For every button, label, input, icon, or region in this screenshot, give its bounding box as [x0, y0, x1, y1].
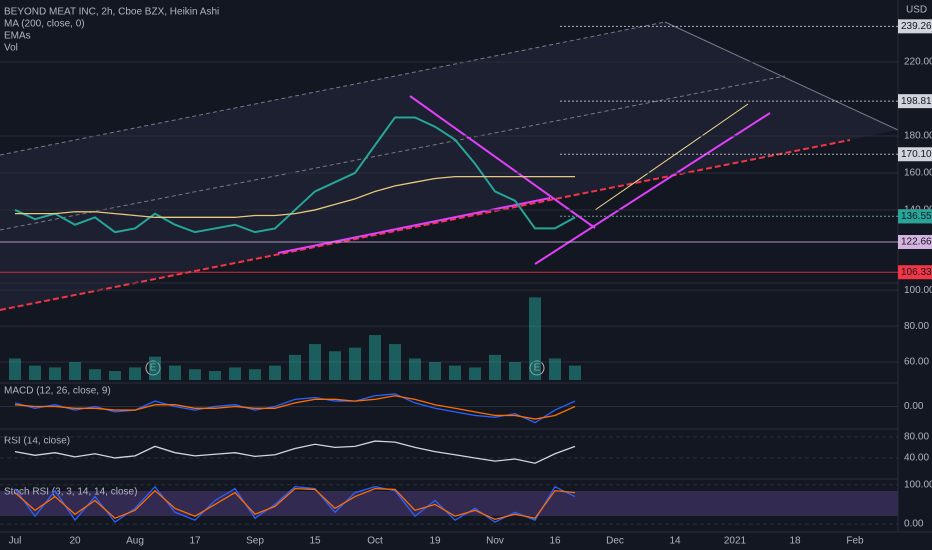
pane-title: RSI (14, close) [4, 436, 70, 447]
volume-bar [449, 365, 461, 380]
time-label: 17 [189, 536, 201, 547]
indicator: MA (200, close, 0) [4, 19, 85, 30]
currency: USD [906, 5, 927, 16]
volume-bar [349, 347, 361, 380]
series-line [15, 175, 575, 218]
indicator: EMAs [4, 31, 31, 42]
volume-bar [469, 367, 481, 380]
volume-bar [569, 365, 581, 380]
time-label: 15 [309, 536, 321, 547]
volume-bar [129, 367, 141, 380]
pane-title: MACD (12, 26, close, 9) [4, 386, 111, 397]
time-label: 19 [429, 536, 441, 547]
price-label-box [898, 209, 932, 224]
volume-bar [529, 297, 541, 380]
volume-bar [549, 358, 561, 380]
y-tick-label: 100.00 [904, 285, 932, 296]
channel-mid [0, 75, 786, 231]
volume-bar [309, 344, 321, 380]
volume-bar [49, 367, 61, 380]
volume-bar [149, 356, 161, 380]
y-tick-label: 40.00 [904, 453, 929, 464]
support-trend [0, 139, 851, 311]
volume-bar [429, 362, 441, 380]
volume-bar [209, 371, 221, 380]
wedge-high [409, 95, 596, 229]
volume-bar [269, 365, 281, 380]
y-tick-label: 80.00 [904, 431, 929, 442]
series-line [14, 116, 576, 234]
volume-bar [389, 344, 401, 380]
volume-bar [189, 369, 201, 380]
volume-bar [9, 358, 21, 380]
volume-bar [489, 354, 501, 380]
volume-bar [29, 365, 41, 380]
time-label: Oct [367, 536, 383, 547]
channel-top [0, 21, 666, 156]
target-arrow [594, 103, 749, 211]
channel-edge [664, 21, 899, 131]
volume-bar [289, 354, 301, 380]
time-label: 16 [549, 536, 561, 547]
price-label-box [898, 94, 932, 109]
channel-fill [0, 22, 898, 310]
volume-bar [169, 365, 181, 380]
price-label: 122.66 [901, 237, 932, 248]
symbol-title: BEYOND MEAT INC, 2h, Cboe BZX, Heikin As… [4, 7, 219, 18]
time-label: 20 [69, 536, 81, 547]
time-label: Aug [126, 536, 144, 547]
y-tick-label: 180.00 [904, 131, 932, 142]
time-label: Feb [846, 536, 864, 547]
time-label: 14 [669, 536, 681, 547]
price-label-box [898, 265, 932, 280]
volume-bar [509, 362, 521, 380]
y-tick-label: 0.00 [904, 401, 924, 412]
time-label: Dec [606, 536, 624, 547]
volume-bar [69, 362, 81, 380]
y-tick-label: 100.00 [904, 479, 932, 490]
time-label: Nov [486, 536, 504, 547]
volume-bar [109, 371, 121, 380]
volume-bar [89, 369, 101, 380]
y-tick-label: 0.00 [904, 519, 924, 530]
series-line [14, 395, 576, 420]
time-label: 18 [789, 536, 801, 547]
price-label-box [898, 147, 932, 162]
volume-bar [249, 369, 261, 380]
price-label-box [898, 235, 932, 250]
price-label: 239.26 [901, 21, 932, 32]
indicator: Vol [4, 43, 18, 54]
y-tick-label: 60.00 [904, 357, 929, 368]
time-label: 2021 [724, 536, 747, 547]
time-label: Jul [9, 536, 22, 547]
series-line [14, 440, 576, 464]
price-label: 170.10 [901, 149, 932, 160]
price-label: 136.55 [901, 211, 932, 222]
volume-bar [409, 358, 421, 380]
y-tick-label: 80.00 [904, 321, 929, 332]
series-line [14, 488, 576, 521]
price-label-box [898, 19, 932, 34]
volume-bar [369, 335, 381, 380]
pane-title: Stoch RSI (3, 3, 14, 14, close) [4, 487, 137, 498]
wedge-low [277, 197, 551, 254]
price-label: 198.81 [901, 96, 932, 107]
y-tick-label: 220.00 [904, 57, 932, 68]
channel-up [534, 112, 771, 265]
y-tick-label: 160.00 [904, 168, 932, 179]
volume-bar [329, 351, 341, 380]
price-label: 106.33 [901, 267, 932, 278]
volume-bar [229, 367, 241, 380]
time-label: Sep [246, 536, 264, 547]
